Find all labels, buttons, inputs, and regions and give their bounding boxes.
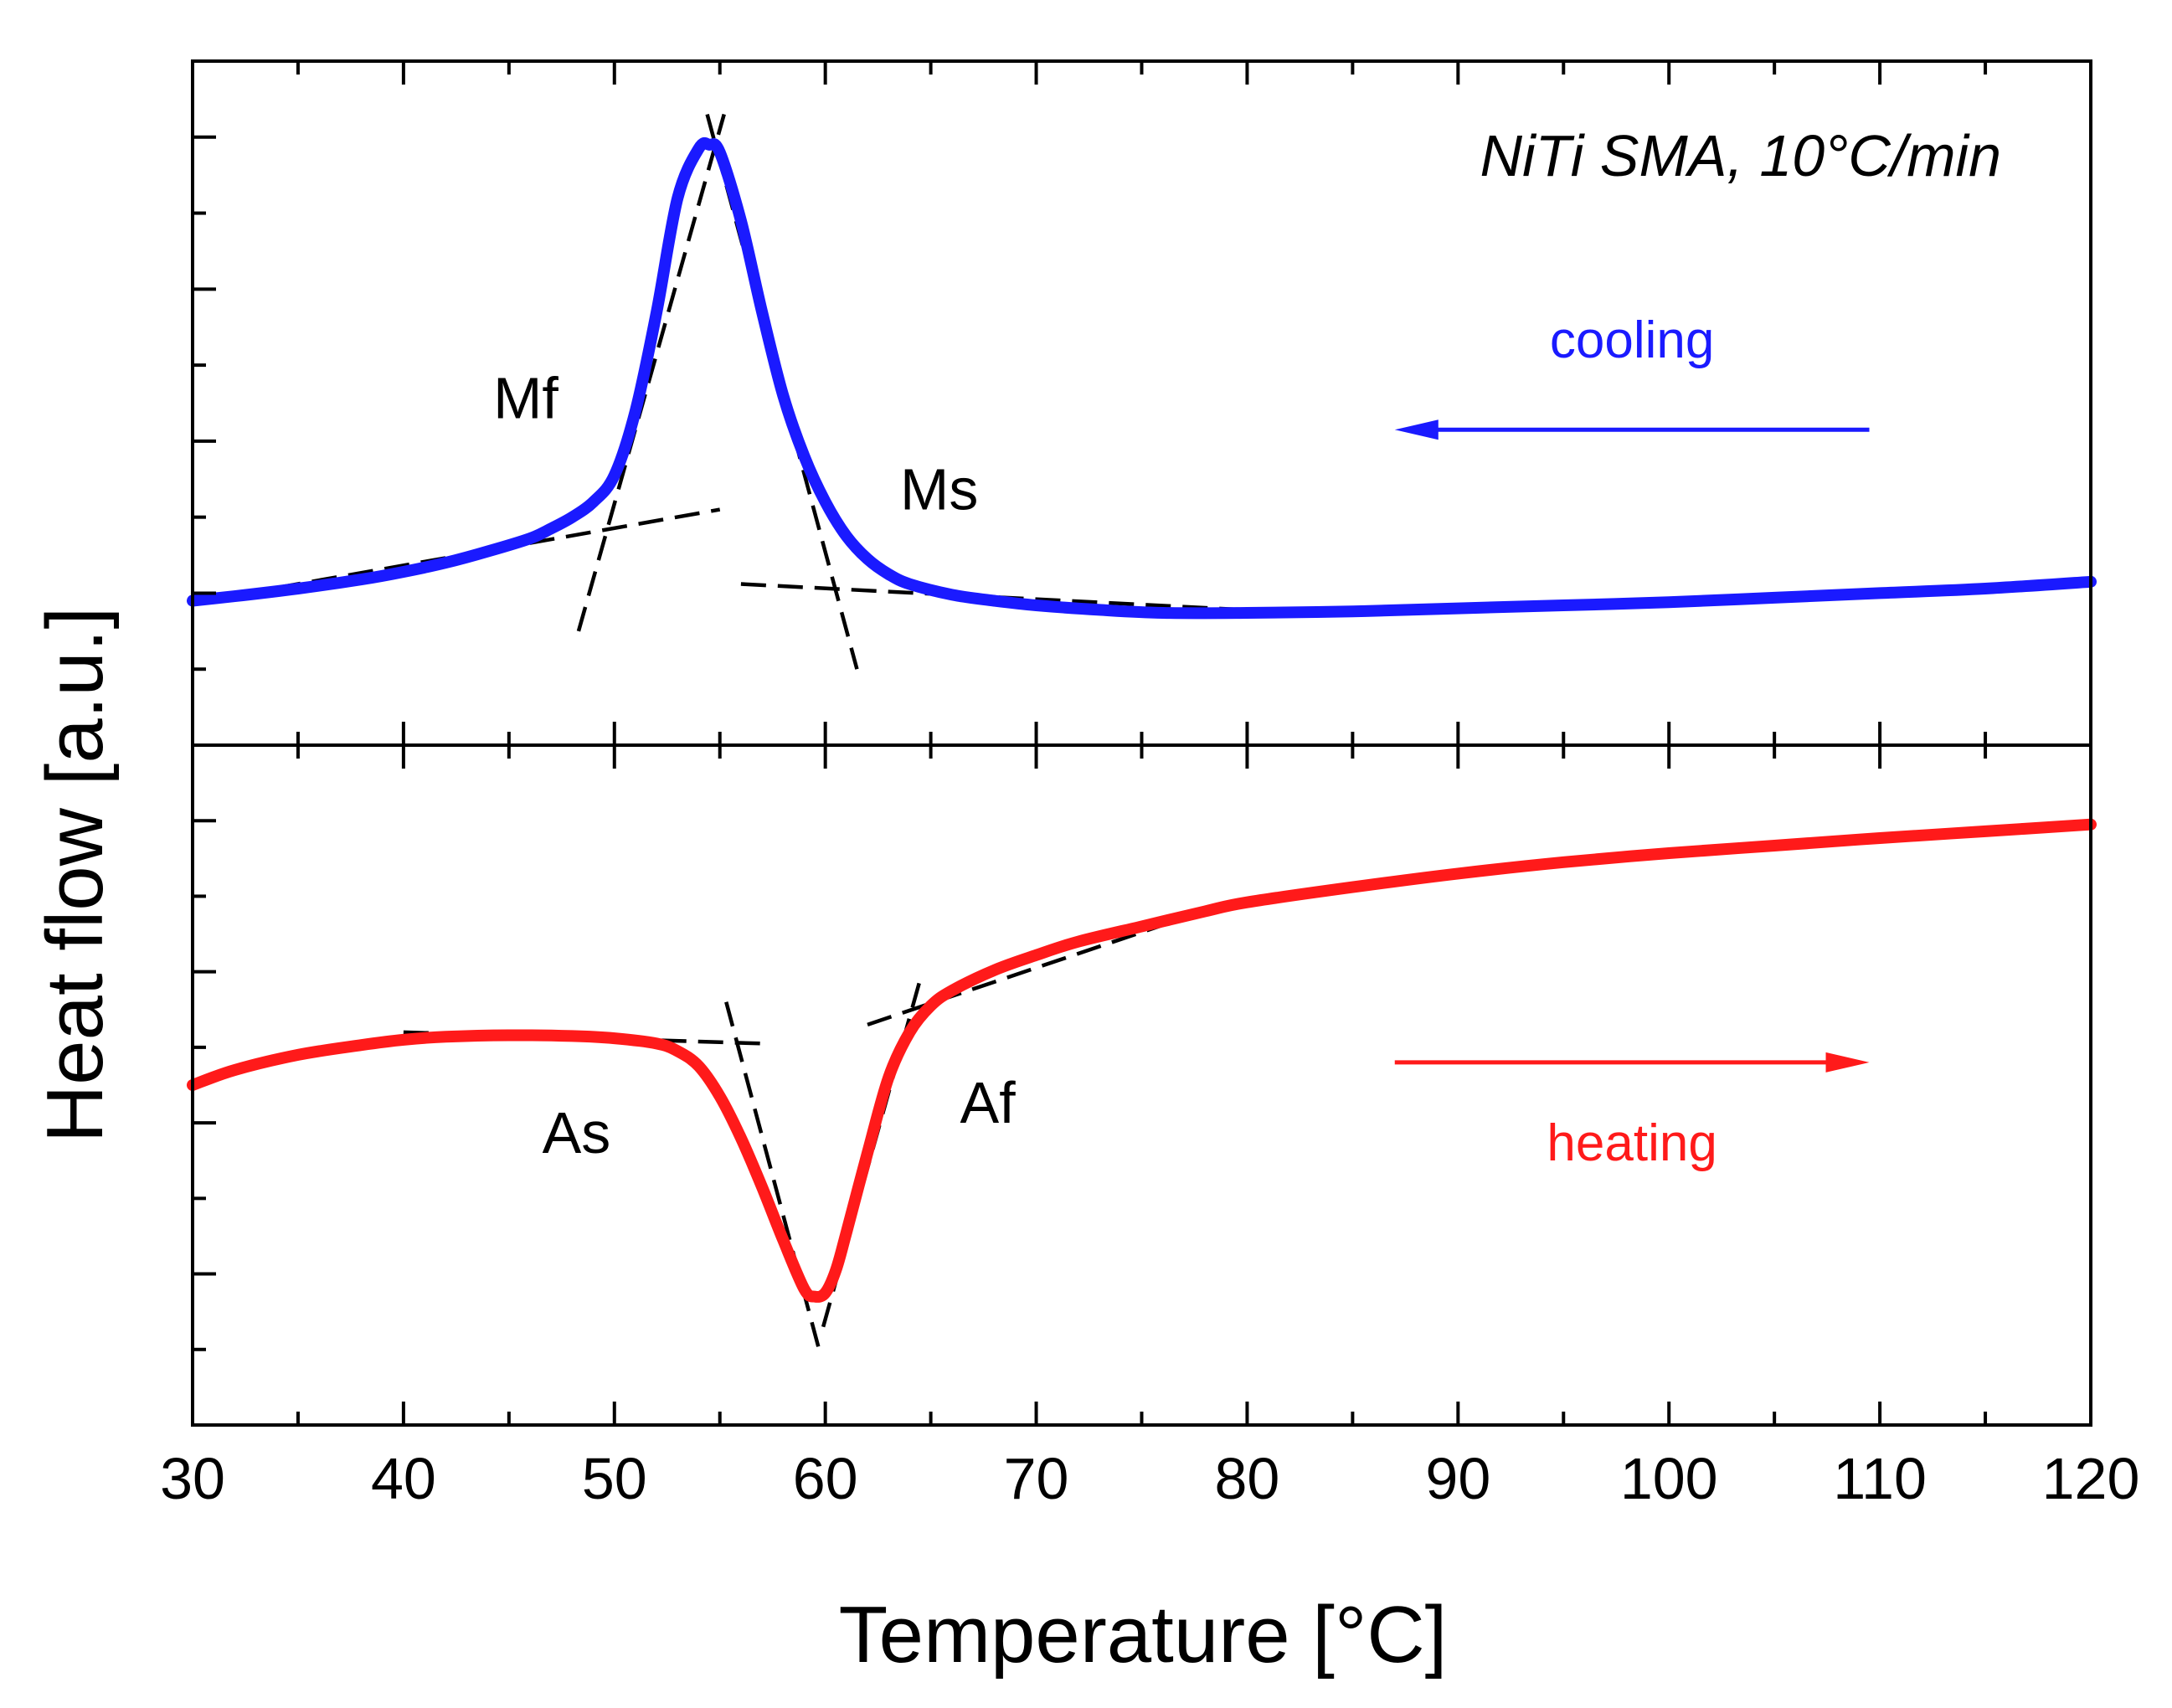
- heating-panel: [187, 743, 2097, 1427]
- x-tick-label: 80: [1215, 1446, 1280, 1511]
- annotation-mf: Mf: [493, 366, 558, 431]
- heating-tangent-line: [724, 1001, 823, 1358]
- cooling-tangent-line: [576, 113, 726, 632]
- annotation-af: Af: [960, 1070, 1017, 1135]
- x-tick-labels: 30 40 50 60 70 80 90 100 110 120: [160, 1446, 2139, 1511]
- annotation-ms: Ms: [900, 457, 978, 522]
- cooling-tangent-lines: [203, 113, 1289, 670]
- x-tick-label: 70: [1004, 1446, 1069, 1511]
- heating-x-ticks: [191, 745, 2092, 1425]
- cooling-arrow-head: [1394, 419, 1439, 440]
- x-tick-label: 90: [1425, 1446, 1490, 1511]
- y-axis-title: Heat flow [a.u.]: [30, 607, 120, 1143]
- x-axis-title: Temperature [°C]: [839, 1590, 1448, 1680]
- x-tick-label: 50: [582, 1446, 647, 1511]
- heating-plot-frame: [191, 743, 2092, 1427]
- x-tick-label: 110: [1833, 1446, 1927, 1511]
- cooling-label: cooling: [1550, 311, 1714, 369]
- cooling-curve: [187, 136, 2097, 620]
- x-tick-label: 30: [160, 1446, 225, 1511]
- x-tick-label: 120: [2042, 1446, 2140, 1511]
- x-tick-label: 100: [1620, 1446, 1718, 1511]
- annotation-as: As: [543, 1100, 611, 1165]
- heating-curve: [187, 818, 2097, 1303]
- transition-annotations: Mf Ms As Af: [493, 366, 1016, 1166]
- heating-y-ticks: [193, 819, 216, 1351]
- heating-tangent-lines: [403, 902, 1227, 1358]
- x-tick-label: 40: [371, 1446, 436, 1511]
- heating-arrow-head: [1825, 1052, 1870, 1073]
- sample-note: NiTi SMA, 10°C/min: [1480, 123, 2001, 188]
- x-tick-label: 60: [793, 1446, 858, 1511]
- cooling-y-ticks: [193, 135, 216, 671]
- cooling-panel: [187, 59, 2097, 747]
- heating-label: heating: [1547, 1114, 1716, 1172]
- direction-arrows: cooling heating: [1394, 311, 1870, 1172]
